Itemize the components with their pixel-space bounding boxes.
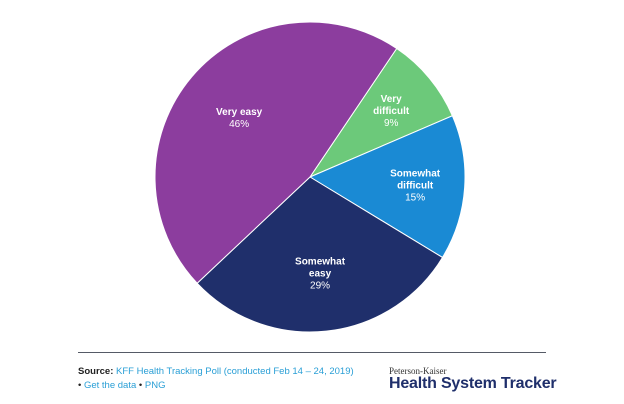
bullet: • — [138, 380, 143, 391]
pie-slice-somewhat-difficult — [308, 115, 466, 259]
pie-slice-somewhat-easy — [196, 176, 444, 333]
source-note: Source: KFF Health Tracking Poll (conduc… — [78, 365, 354, 393]
source-link[interactable]: KFF Health Tracking Poll (conducted Feb … — [116, 366, 354, 377]
pie-chart: Verydifficult9%Somewhatdifficult15%Somew… — [154, 21, 466, 333]
slice-label: difficult — [373, 106, 410, 117]
slice-label: Very — [381, 94, 403, 105]
slice-label: Very easy — [216, 107, 263, 118]
slice-label: Somewhat — [295, 257, 346, 268]
pie-slice-very-difficult — [308, 47, 454, 179]
slice-value-label: 9% — [384, 118, 399, 129]
logo: Peterson-Kaiser Health System Tracker — [389, 366, 557, 393]
png-link[interactable]: PNG — [144, 380, 166, 391]
get-data-link[interactable]: Get the data — [83, 380, 137, 391]
slice-label: easy — [309, 269, 332, 280]
logo-small-text: Peterson-Kaiser — [389, 366, 447, 376]
logo-main-text: Health System Tracker — [389, 375, 557, 392]
pie-slice-very-easy — [154, 21, 398, 284]
slice-label: Somewhat — [390, 168, 441, 179]
divider — [78, 352, 546, 353]
slice-value-label: 46% — [229, 119, 249, 130]
slice-label: difficult — [397, 180, 434, 191]
source-label: Source: — [78, 366, 114, 377]
slice-value-label: 15% — [405, 192, 425, 203]
slice-value-label: 29% — [310, 281, 330, 292]
bullet: • — [78, 380, 82, 391]
